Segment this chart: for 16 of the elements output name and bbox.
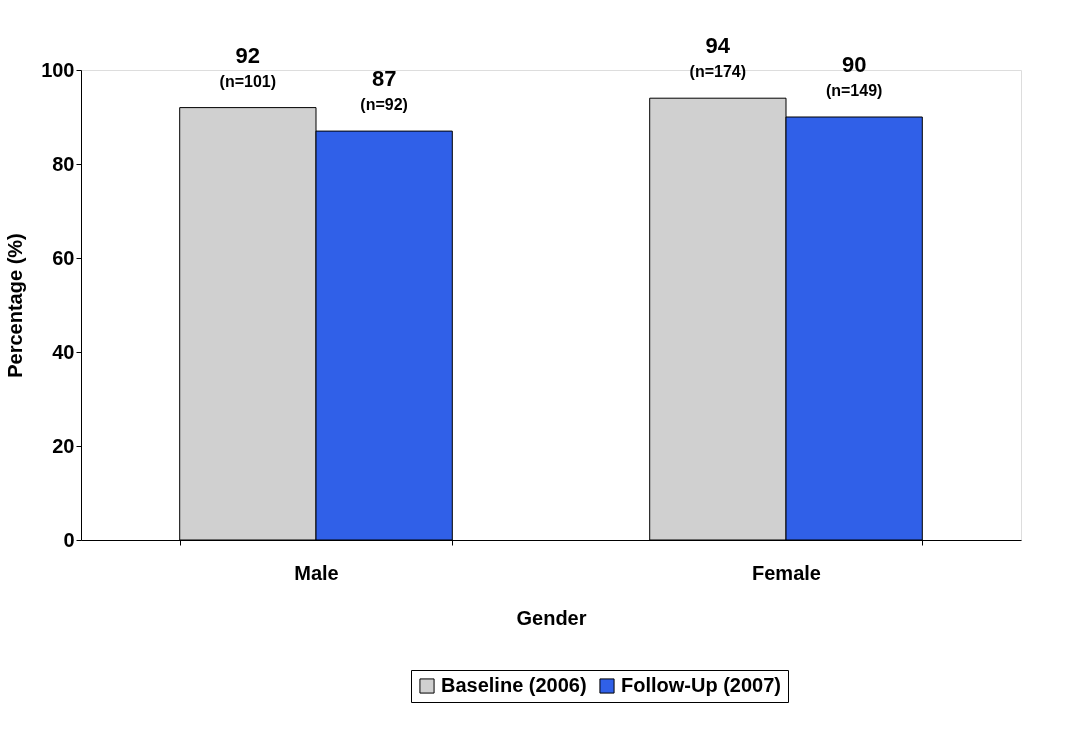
x-axis-title: Gender [516, 606, 587, 629]
legend-label: Baseline (2006) [441, 674, 587, 696]
y-tick-label: 0 [63, 528, 75, 551]
x-tick-label: Female [752, 561, 821, 584]
y-tick-label: 100 [41, 58, 75, 81]
y-tick-label: 60 [52, 246, 75, 269]
legend-label: Follow-Up (2007) [621, 674, 782, 696]
y-tick-label: 40 [52, 340, 75, 363]
text: 92 (n=101) [219, 42, 277, 90]
text: 94 (n=174) [689, 33, 747, 81]
y-axis-title: Percentage (%) [4, 233, 27, 378]
text: 87 (n=92) [360, 66, 408, 114]
y-tick-label: 80 [52, 152, 75, 175]
y-tick-label: 20 [52, 434, 75, 457]
text: 90 (n=149) [825, 52, 883, 99]
x-tick-label: Male [294, 561, 339, 584]
